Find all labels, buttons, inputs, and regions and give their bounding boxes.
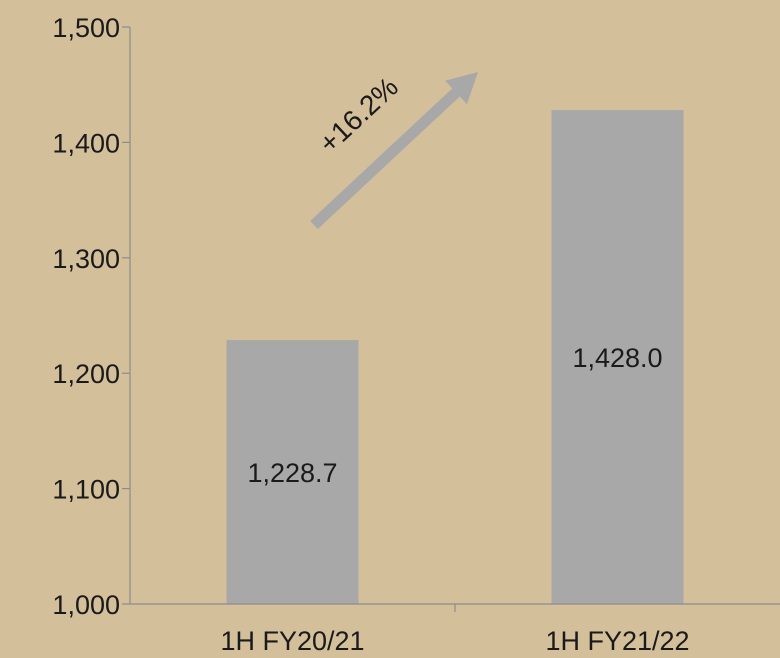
y-tick-label-2: 1,100	[52, 475, 120, 505]
bar-1	[226, 340, 359, 604]
y-tick-label-4: 1,300	[52, 244, 120, 274]
y-tick-label-3: 1,200	[52, 359, 120, 389]
growth-arrow-icon	[310, 72, 478, 229]
y-tick-label-5: 1,400	[52, 128, 120, 158]
x-tick-label-1: 1H FY20/21	[220, 626, 364, 653]
x-tick-label-2: 1H FY21/22	[545, 626, 689, 653]
y-tick-label-1: 1,000	[52, 590, 120, 620]
bar-2	[551, 110, 684, 604]
growth-annotation-label: +16.2%	[313, 71, 404, 159]
data-label-1: 1,228.7	[247, 458, 337, 488]
data-label-2: 1,428.0	[572, 343, 662, 373]
y-tick-label-6: 1,500	[52, 13, 120, 43]
